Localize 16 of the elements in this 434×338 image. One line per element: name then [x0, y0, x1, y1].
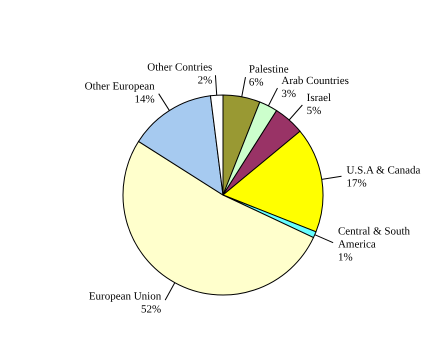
data-label: 2% [198, 74, 212, 87]
data-label: 17% [346, 177, 367, 190]
data-label: 5% [306, 104, 322, 117]
data-label: 3% [281, 88, 296, 100]
data-label: 6% [248, 76, 264, 89]
slice-label: Other Contries [147, 62, 212, 74]
slice-label: Central & South America [338, 225, 411, 250]
slice-label: Palestine [248, 64, 289, 76]
data-label: 1% [338, 251, 353, 264]
slice-label: European Union [88, 290, 162, 302]
slice-label: Israel [306, 92, 332, 104]
data-label: 14% [134, 93, 155, 106]
slice-label: Arab Countries [281, 74, 349, 87]
data-label: 52% [141, 303, 162, 316]
slice-label: U.S.A & Canada [346, 164, 421, 176]
slice-label: Other European [84, 80, 156, 92]
